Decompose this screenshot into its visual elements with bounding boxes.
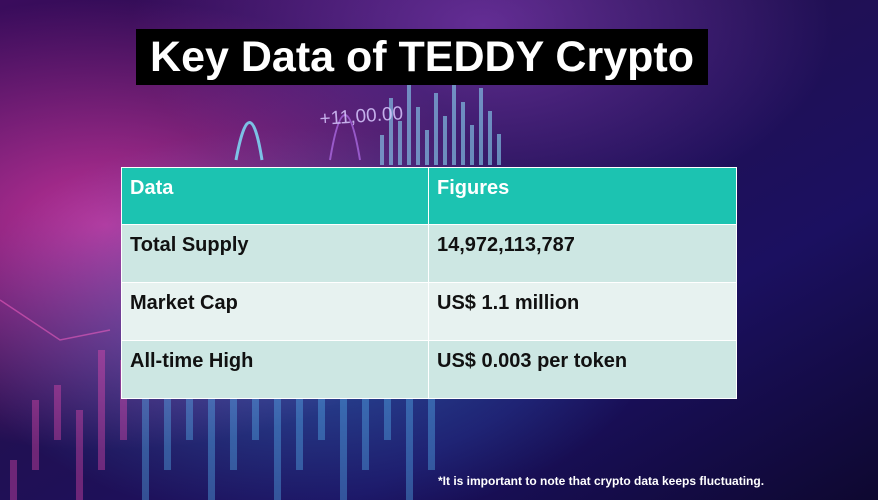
table-cell: US$ 1.1 million: [428, 282, 737, 341]
background-bar: [340, 320, 347, 500]
background-bar: [389, 98, 393, 165]
background-bar: [142, 360, 149, 500]
table-header-row: Data Figures: [121, 167, 737, 225]
background-bar: [10, 460, 17, 500]
background-bar: [296, 375, 303, 470]
background-bar: [54, 385, 61, 440]
background-bar: [362, 330, 369, 470]
background-bar: [380, 135, 384, 165]
table-row: Market Cap US$ 1.1 million: [121, 282, 737, 341]
background-bar: [32, 400, 39, 470]
data-table: Data Figures Total Supply 14,972,113,787…: [121, 167, 737, 399]
background-bar: [434, 93, 438, 165]
column-header: Data: [121, 167, 429, 225]
background-bar: [398, 121, 402, 165]
table-cell: US$ 0.003 per token: [428, 340, 737, 399]
page-title: Key Data of TEDDY Crypto: [136, 29, 708, 85]
background-bar: [208, 370, 215, 500]
background-bar: [470, 125, 474, 165]
background-bar: [443, 116, 447, 165]
background-bar: [98, 350, 105, 470]
column-header: Figures: [428, 167, 737, 225]
background-bar: [274, 350, 281, 500]
table-row: All-time High US$ 0.003 per token: [121, 340, 737, 399]
table-cell: All-time High: [121, 340, 429, 399]
background-bar: [497, 134, 501, 165]
background-bar: [416, 107, 420, 165]
background-bar: [407, 84, 411, 165]
background-bar: [461, 102, 465, 165]
table-cell: Total Supply: [121, 224, 429, 283]
background-bar: [452, 79, 456, 165]
background-bar: [230, 360, 237, 470]
table-cell: 14,972,113,787: [428, 224, 737, 283]
background-bar: [164, 370, 171, 470]
table-row: Total Supply 14,972,113,787: [121, 224, 737, 283]
background-bar: [425, 130, 429, 165]
background-bar: [479, 88, 483, 165]
background-bar: [488, 111, 492, 165]
background-bar: [406, 340, 413, 500]
background-bar: [120, 360, 127, 440]
background-bar: [76, 410, 83, 500]
footnote: *It is important to note that crypto dat…: [438, 474, 765, 488]
table-cell: Market Cap: [121, 282, 429, 341]
background-bar: [428, 335, 435, 470]
